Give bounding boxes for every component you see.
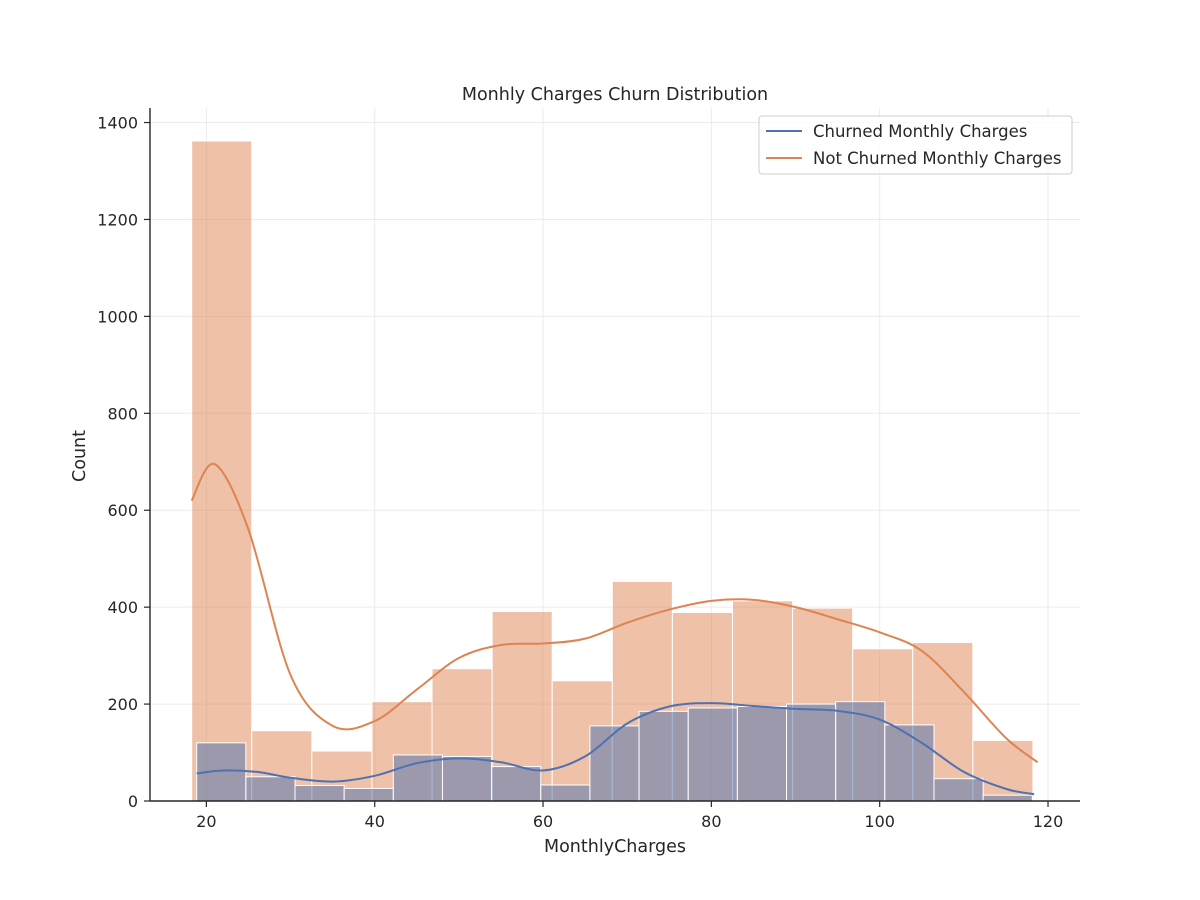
chart-title: Monhly Charges Churn Distribution [462,85,768,105]
y-ticks: 0 200 400 600 800 1000 1200 1400 [97,114,150,811]
not-churned-kde-line [190,463,1039,764]
legend-label-churned: Churned Monthly Charges [813,122,1027,141]
churned-bar-6 [491,766,542,802]
x-tick-label-0: 20 [196,812,216,831]
legend-frame [758,115,1073,175]
churned-bar-13 [835,701,886,802]
churned-bar-3 [343,787,394,802]
churned-bar-14 [884,724,935,802]
legend: Churned Monthly Charges Not Churned Mont… [758,115,1073,175]
churned-bar-1 [245,776,296,802]
y-tick-label-6: 1200 [97,210,138,229]
churned-bars [196,701,1033,802]
x-ticks: 20 40 60 80 100 120 [196,801,1063,831]
churned-bar-15 [933,778,984,802]
y-tick-label-5: 1000 [97,307,138,326]
y-tick-label-3: 600 [107,501,138,520]
x-axis-label: MonthlyCharges [544,837,686,857]
y-tick-label-4: 800 [107,404,138,423]
kde-curves [190,463,1039,796]
churned-kde-line [196,702,1035,796]
churned-bar-10 [687,707,738,802]
x-tick-label-1: 40 [365,812,385,831]
x-tick-label-5: 120 [1033,812,1064,831]
churned-bar-12 [786,703,837,802]
churned-bar-9 [638,710,689,802]
y-tick-label-0: 0 [128,792,138,811]
churned-bar-4 [392,754,443,802]
churned-bar-5 [441,755,493,802]
x-tick-label-2: 60 [533,812,553,831]
y-tick-label-1: 200 [107,695,138,714]
y-tick-label-2: 400 [107,598,138,617]
churned-bar-2 [294,784,345,802]
churned-bar-16 [982,794,1033,802]
not-churned-bars [191,140,1034,802]
y-tick-label-7: 1400 [97,114,138,133]
y-axis-label: Count [70,430,90,482]
churned-bar-11 [736,706,788,802]
x-tick-label-3: 80 [701,812,721,831]
churned-bar-8 [589,725,640,802]
x-tick-label-4: 100 [864,812,895,831]
churned-bar-7 [540,784,591,802]
axes [149,108,1080,802]
legend-label-not-churned: Not Churned Monthly Charges [813,149,1062,168]
